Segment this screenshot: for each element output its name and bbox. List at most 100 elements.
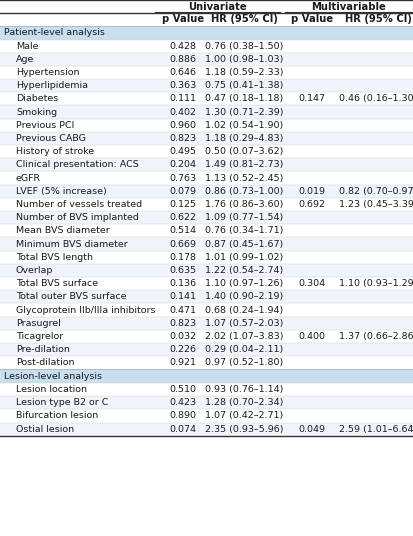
Text: 0.692: 0.692	[298, 200, 325, 209]
Text: 1.01 (0.99–1.02): 1.01 (0.99–1.02)	[204, 253, 282, 262]
Text: Lesion location: Lesion location	[16, 385, 87, 394]
Text: 1.00 (0.98–1.03): 1.00 (0.98–1.03)	[204, 55, 282, 64]
Bar	[0, 53, 413, 66]
Text: 0.82 (0.70–0.97): 0.82 (0.70–0.97)	[338, 187, 413, 196]
Text: HR (95% CI): HR (95% CI)	[210, 14, 277, 25]
Text: Total BVS length: Total BVS length	[16, 253, 93, 262]
Text: Bifurcation lesion: Bifurcation lesion	[16, 412, 98, 421]
Text: Glycoprotein IIb/IIIa inhibitors: Glycoprotein IIb/IIIa inhibitors	[16, 306, 155, 315]
Text: 1.07 (0.57–2.03): 1.07 (0.57–2.03)	[204, 319, 282, 328]
Text: 0.635: 0.635	[169, 266, 196, 275]
Text: History of stroke: History of stroke	[16, 147, 94, 156]
Text: 0.97 (0.52–1.80): 0.97 (0.52–1.80)	[204, 359, 282, 367]
Text: p Value: p Value	[161, 14, 204, 25]
Text: 0.921: 0.921	[169, 359, 196, 367]
Text: 2.35 (0.93–5.96): 2.35 (0.93–5.96)	[204, 425, 282, 434]
Text: LVEF (5% increase): LVEF (5% increase)	[16, 187, 107, 196]
Bar	[0, 158, 413, 172]
Text: 2.02 (1.07–3.83): 2.02 (1.07–3.83)	[204, 332, 282, 341]
Bar	[0, 303, 413, 317]
Text: Pre-dilation: Pre-dilation	[16, 345, 70, 354]
Text: 0.86 (0.73–1.00): 0.86 (0.73–1.00)	[204, 187, 282, 196]
Text: 0.204: 0.204	[169, 160, 196, 169]
Text: 1.13 (0.52–2.45): 1.13 (0.52–2.45)	[204, 174, 282, 183]
Text: 0.510: 0.510	[169, 385, 196, 394]
Text: 0.178: 0.178	[169, 253, 196, 262]
Text: 0.363: 0.363	[169, 81, 196, 90]
Bar	[0, 79, 413, 92]
Bar	[0, 237, 413, 251]
Bar	[0, 172, 413, 185]
Text: 0.032: 0.032	[169, 332, 196, 341]
Text: 0.886: 0.886	[169, 55, 196, 64]
Text: 1.18 (0.29–4.83): 1.18 (0.29–4.83)	[204, 134, 282, 143]
Text: Lesion type B2 or C: Lesion type B2 or C	[16, 398, 108, 407]
Bar	[0, 66, 413, 79]
Text: Age: Age	[16, 55, 34, 64]
Bar	[0, 396, 413, 410]
Text: 0.76 (0.34–1.71): 0.76 (0.34–1.71)	[204, 226, 282, 235]
Text: Minimum BVS diameter: Minimum BVS diameter	[16, 240, 128, 249]
Text: Univariate: Univariate	[188, 2, 246, 11]
Text: 0.079: 0.079	[169, 187, 196, 196]
Text: 0.68 (0.24–1.94): 0.68 (0.24–1.94)	[204, 306, 282, 315]
Text: Lesion-level analysis: Lesion-level analysis	[4, 372, 102, 381]
Bar	[0, 26, 413, 40]
Text: Ticagrelor: Ticagrelor	[16, 332, 63, 341]
Bar	[0, 343, 413, 356]
Text: Hyperlipidemia: Hyperlipidemia	[16, 81, 88, 90]
Text: 0.75 (0.41–1.38): 0.75 (0.41–1.38)	[204, 81, 282, 90]
Bar	[0, 92, 413, 106]
Text: 1.22 (0.54–2.74): 1.22 (0.54–2.74)	[204, 266, 282, 275]
Text: 0.495: 0.495	[169, 147, 196, 156]
Text: 1.10 (0.93–1.29): 1.10 (0.93–1.29)	[338, 279, 413, 288]
Bar	[0, 410, 413, 422]
Text: 0.471: 0.471	[169, 306, 196, 315]
Bar	[0, 369, 413, 383]
Bar	[0, 118, 413, 132]
Text: Clinical presentation: ACS: Clinical presentation: ACS	[16, 160, 138, 169]
Text: 1.09 (0.77–1.54): 1.09 (0.77–1.54)	[204, 213, 282, 222]
Text: Number of BVS implanted: Number of BVS implanted	[16, 213, 138, 222]
Text: 1.76 (0.86–3.60): 1.76 (0.86–3.60)	[204, 200, 282, 209]
Text: Patient-level analysis: Patient-level analysis	[4, 28, 104, 37]
Bar	[0, 330, 413, 343]
Text: Prasugrel: Prasugrel	[16, 319, 61, 328]
Text: 0.47 (0.18–1.18): 0.47 (0.18–1.18)	[204, 94, 282, 103]
Text: 0.428: 0.428	[169, 42, 196, 50]
Text: eGFR: eGFR	[16, 174, 41, 183]
Text: 0.29 (0.04–2.11): 0.29 (0.04–2.11)	[204, 345, 282, 354]
Text: 0.400: 0.400	[298, 332, 325, 341]
Text: Overlap: Overlap	[16, 266, 53, 275]
Text: 1.49 (0.81–2.73): 1.49 (0.81–2.73)	[204, 160, 282, 169]
Text: Mean BVS diameter: Mean BVS diameter	[16, 226, 109, 235]
Text: 0.049: 0.049	[298, 425, 325, 434]
Text: Number of vessels treated: Number of vessels treated	[16, 200, 142, 209]
Bar	[0, 13, 413, 26]
Text: Smoking: Smoking	[16, 108, 57, 117]
Text: Post-dilation: Post-dilation	[16, 359, 74, 367]
Text: 0.514: 0.514	[169, 226, 196, 235]
Text: 0.823: 0.823	[169, 134, 196, 143]
Bar	[0, 291, 413, 303]
Bar	[0, 264, 413, 277]
Bar	[0, 185, 413, 198]
Text: Male: Male	[16, 42, 38, 50]
Text: HR (95% CI): HR (95% CI)	[344, 14, 411, 25]
Text: 1.40 (0.90–2.19): 1.40 (0.90–2.19)	[204, 293, 282, 301]
Text: 0.226: 0.226	[169, 345, 196, 354]
Text: 0.125: 0.125	[169, 200, 196, 209]
Text: 0.111: 0.111	[169, 94, 196, 103]
Text: 1.28 (0.70–2.34): 1.28 (0.70–2.34)	[204, 398, 282, 407]
Text: 0.76 (0.38–1.50): 0.76 (0.38–1.50)	[204, 42, 282, 50]
Text: 0.669: 0.669	[169, 240, 196, 249]
Text: 0.93 (0.76–1.14): 0.93 (0.76–1.14)	[204, 385, 282, 394]
Text: 0.890: 0.890	[169, 412, 196, 421]
Bar	[0, 317, 413, 330]
Text: 0.141: 0.141	[169, 293, 196, 301]
Text: 0.46 (0.16–1.30): 0.46 (0.16–1.30)	[338, 94, 413, 103]
Text: 0.147: 0.147	[298, 94, 325, 103]
Bar	[0, 356, 413, 369]
Bar	[0, 251, 413, 264]
Text: 1.23 (0.45–3.39): 1.23 (0.45–3.39)	[338, 200, 413, 209]
